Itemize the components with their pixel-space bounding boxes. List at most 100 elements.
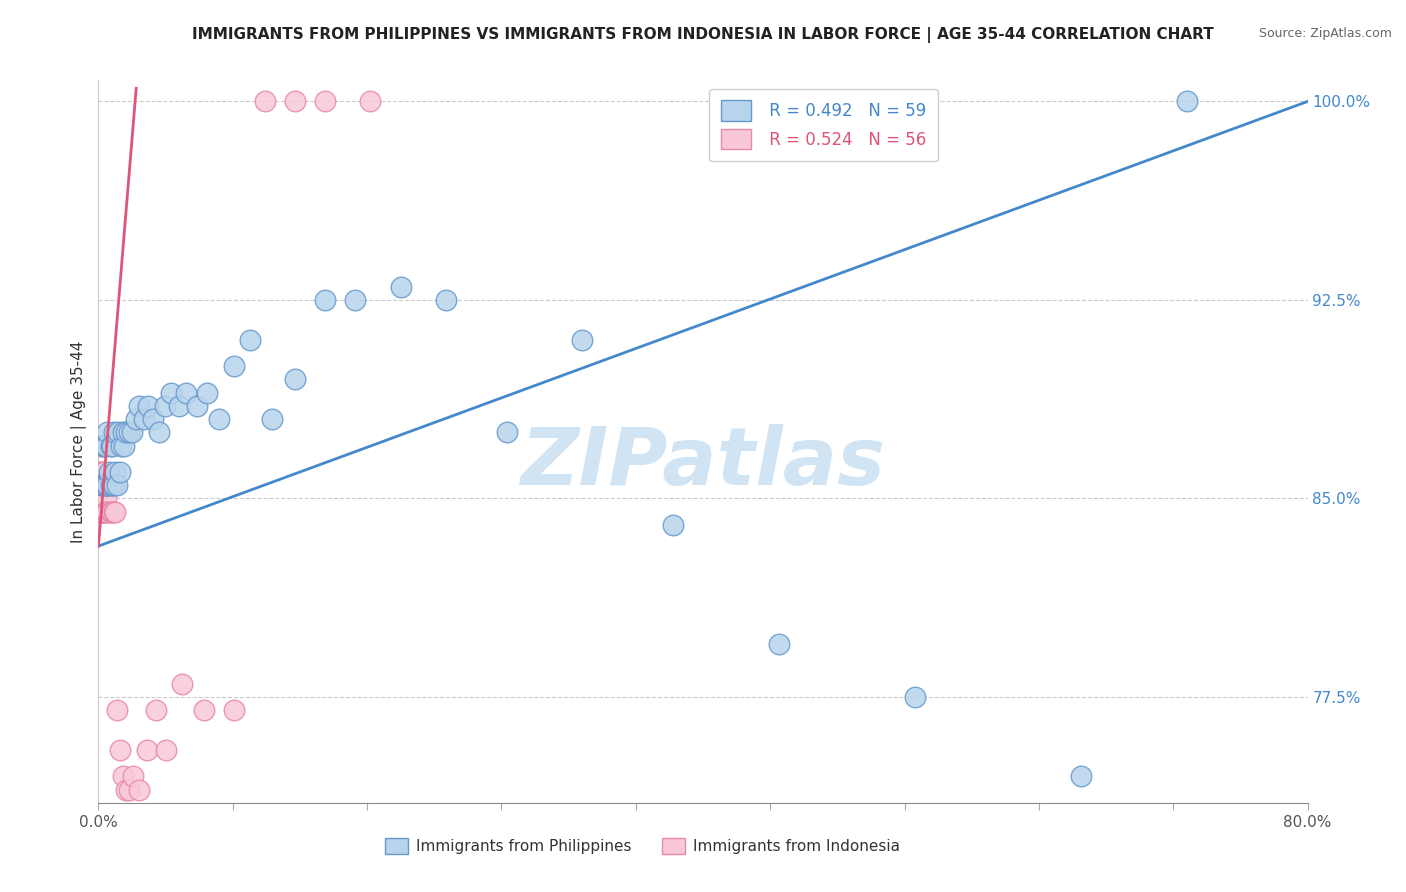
Point <box>105 478 128 492</box>
Point <box>904 690 927 704</box>
Text: Source: ZipAtlas.com: Source: ZipAtlas.com <box>1258 27 1392 40</box>
Point <box>91 478 114 492</box>
Point <box>128 782 150 797</box>
Point <box>114 782 136 797</box>
Point <box>389 279 412 293</box>
Point <box>174 385 197 400</box>
Point <box>121 425 143 440</box>
Point <box>155 743 177 757</box>
Point <box>93 438 115 452</box>
Point <box>89 505 111 519</box>
Point <box>118 782 141 797</box>
Point <box>224 703 246 717</box>
Point <box>314 95 336 109</box>
Point <box>1070 769 1092 783</box>
Point <box>661 517 683 532</box>
Point <box>224 359 246 373</box>
Point <box>128 399 150 413</box>
Point <box>108 743 131 757</box>
Point <box>93 505 115 519</box>
Point <box>262 412 284 426</box>
Point <box>90 505 112 519</box>
Point <box>125 412 148 426</box>
Point <box>118 425 141 440</box>
Point <box>105 703 128 717</box>
Point <box>90 478 112 492</box>
Point <box>495 425 517 440</box>
Point <box>93 505 115 519</box>
Point <box>1175 95 1198 109</box>
Point <box>284 372 307 386</box>
Point <box>104 505 127 519</box>
Point <box>434 293 457 307</box>
Point <box>153 399 176 413</box>
Point <box>103 505 125 519</box>
Point <box>94 505 117 519</box>
Point <box>135 743 157 757</box>
Point <box>94 491 117 506</box>
Point <box>360 95 382 109</box>
Point <box>96 505 118 519</box>
Point <box>193 703 215 717</box>
Point <box>111 425 134 440</box>
Point <box>101 438 124 452</box>
Point <box>112 438 135 452</box>
Point <box>148 425 170 440</box>
Point <box>90 478 112 492</box>
Point <box>98 478 121 492</box>
Point <box>91 465 114 479</box>
Point <box>91 478 114 492</box>
Point <box>91 478 114 492</box>
Point <box>170 676 193 690</box>
Point <box>107 425 129 440</box>
Point <box>100 505 122 519</box>
Point <box>98 478 121 492</box>
Point <box>91 505 114 519</box>
Point <box>101 478 124 492</box>
Point <box>208 412 231 426</box>
Point <box>94 478 117 492</box>
Point <box>89 438 111 452</box>
Point <box>93 478 115 492</box>
Point <box>253 95 276 109</box>
Y-axis label: In Labor Force | Age 35-44: In Labor Force | Age 35-44 <box>72 341 87 542</box>
Point <box>100 505 122 519</box>
Point <box>96 425 118 440</box>
Point <box>94 438 117 452</box>
Point <box>114 425 136 440</box>
Point <box>571 333 593 347</box>
Point <box>132 412 155 426</box>
Point <box>93 478 115 492</box>
Point <box>167 399 190 413</box>
Point <box>91 505 114 519</box>
Point <box>100 478 122 492</box>
Point <box>111 769 134 783</box>
Text: ZIPatlas: ZIPatlas <box>520 425 886 502</box>
Point <box>90 478 112 492</box>
Point <box>239 333 262 347</box>
Point <box>103 478 125 492</box>
Point <box>101 505 124 519</box>
Point <box>103 425 125 440</box>
Point <box>89 465 111 479</box>
Point <box>96 478 118 492</box>
Point <box>110 438 132 452</box>
Point <box>94 478 117 492</box>
Point <box>94 478 117 492</box>
Point <box>145 703 167 717</box>
Point <box>104 465 127 479</box>
Point <box>344 293 367 307</box>
Point <box>93 465 115 479</box>
Point <box>89 478 111 492</box>
Point <box>122 769 145 783</box>
Point <box>93 478 115 492</box>
Point <box>768 637 790 651</box>
Point <box>284 95 307 109</box>
Point <box>195 385 218 400</box>
Point <box>136 399 159 413</box>
Point <box>90 505 112 519</box>
Point <box>91 478 114 492</box>
Point <box>90 465 112 479</box>
Point <box>160 385 183 400</box>
Legend: Immigrants from Philippines, Immigrants from Indonesia: Immigrants from Philippines, Immigrants … <box>380 832 905 860</box>
